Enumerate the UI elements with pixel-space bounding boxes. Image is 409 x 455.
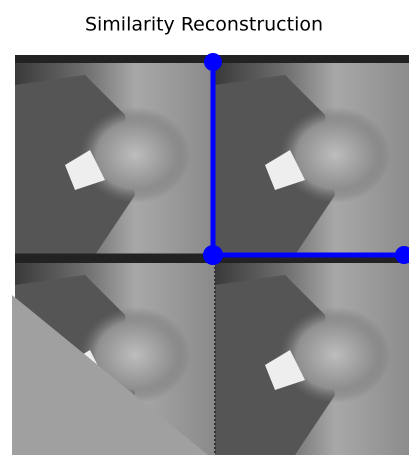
blue-point: [204, 53, 222, 71]
image-tile: [215, 55, 409, 255]
image-tile: [15, 55, 215, 255]
blue-point: [203, 245, 223, 265]
page: {"title": "Similarity Reconstruction"} S…: [0, 0, 409, 455]
title: Similarity Reconstruction: [85, 14, 323, 36]
image-tile: [215, 255, 409, 455]
figure: Similarity Reconstruction: [0, 0, 409, 455]
